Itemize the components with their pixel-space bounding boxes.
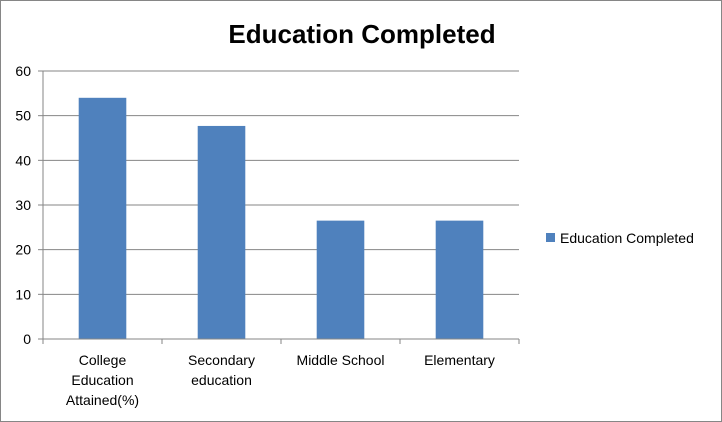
y-tick-label: 30: [15, 197, 31, 213]
chart-title: Education Completed: [228, 19, 495, 49]
y-tick-label: 50: [15, 108, 31, 124]
legend-label: Education Completed: [560, 230, 694, 246]
x-tick-label: Middle School: [297, 352, 385, 368]
legend: Education Completed: [546, 230, 694, 246]
y-tick-label: 40: [15, 152, 31, 168]
bar: [197, 125, 246, 339]
y-tick-label: 60: [15, 63, 31, 79]
y-tick-label: 20: [15, 242, 31, 258]
x-tick-label: Secondary education: [188, 352, 255, 388]
bar: [78, 97, 127, 339]
bar: [316, 220, 365, 339]
x-tick-label: College Education Attained(%): [66, 352, 139, 408]
y-tick-label: 0: [23, 331, 31, 347]
bar: [435, 220, 484, 339]
x-tick-label: Elementary: [424, 352, 495, 368]
y-tick-label: 10: [15, 286, 31, 302]
legend-swatch: [546, 233, 555, 242]
